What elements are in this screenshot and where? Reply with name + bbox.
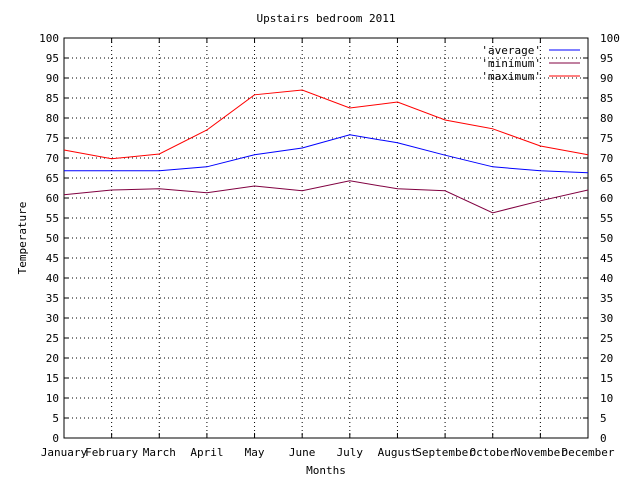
y-tick-label: 40	[46, 272, 59, 285]
series-lines	[63, 89, 589, 214]
x-tick-label: October	[470, 446, 517, 459]
y-tick-label: 60	[46, 192, 59, 205]
x-tick-label: April	[190, 446, 223, 459]
x-tick-label: May	[245, 446, 265, 459]
y-tick-label: 25	[46, 332, 59, 345]
legend: 'average''minimum''maximum'	[481, 44, 580, 83]
y2-tick-label: 60	[600, 192, 613, 205]
y-tick-label: 5	[52, 412, 59, 425]
y-axis-left: 0 5 10 15 20 25 30 35 40 45 50 55 60 65 70 75 80 85 90 95 10…	[39, 32, 69, 445]
chart-title: Upstairs bedroom 2011	[256, 12, 395, 25]
y-tick-label: 50	[46, 232, 59, 245]
plot-area-border	[63, 37, 589, 439]
y-tick-label: 90	[46, 72, 59, 85]
y2-tick-label: 15	[600, 372, 613, 385]
y2-tick-label: 95	[600, 52, 613, 65]
y2-tick-label: 10	[600, 392, 613, 405]
y2-tick-label: 80	[600, 112, 613, 125]
series-line	[64, 134, 589, 174]
y-tick-label: 65	[46, 172, 59, 185]
x-tick-label: March	[143, 446, 176, 459]
y-tick-label: 55	[46, 212, 59, 225]
y-tick-label: 80	[46, 112, 59, 125]
y-tick-label: 30	[46, 312, 59, 325]
y2-tick-label: 100	[600, 32, 620, 45]
x-tick-label: January	[41, 446, 88, 459]
y2-tick-label: 90	[600, 72, 613, 85]
y2-tick-label: 0	[600, 432, 607, 445]
series-line	[63, 89, 589, 160]
y-tick-label: 10	[46, 392, 59, 405]
x-tick-label: November	[514, 446, 567, 459]
y2-tick-label: 65	[600, 172, 613, 185]
y-tick-label: 35	[46, 292, 59, 305]
y2-tick-label: 55	[600, 212, 613, 225]
y2-tick-label: 45	[600, 252, 613, 265]
y2-tick-label: 20	[600, 352, 613, 365]
legend-label: 'maximum'	[481, 70, 541, 83]
y-axis-right: 0 5 10 15 20 25 30 35 40 45 50 55 60 65 70 75 80 85 90 95 10…	[583, 32, 620, 445]
y-tick-label: 100	[39, 32, 59, 45]
y-tick-label: 0	[52, 432, 59, 445]
y-tick-label: 45	[46, 252, 59, 265]
x-tick-label: September	[415, 446, 475, 459]
legend-label: 'average'	[481, 44, 541, 57]
grid-lines	[64, 38, 588, 438]
x-tick-label: July	[337, 446, 364, 459]
series-line	[63, 180, 589, 214]
x-tick-label: June	[289, 446, 316, 459]
y-tick-label: 95	[46, 52, 59, 65]
x-tick-label: December	[562, 446, 615, 459]
y2-tick-label: 75	[600, 132, 613, 145]
y2-tick-label: 40	[600, 272, 613, 285]
legend-label: 'minimum'	[481, 57, 541, 70]
y2-tick-label: 30	[600, 312, 613, 325]
y2-tick-label: 50	[600, 232, 613, 245]
x-tick-label: August	[378, 446, 418, 459]
y2-tick-label: 25	[600, 332, 613, 345]
y-tick-label: 15	[46, 372, 59, 385]
x-axis-label: Months	[306, 464, 346, 477]
y-axis-label: Temperature	[16, 202, 29, 275]
y2-tick-label: 70	[600, 152, 613, 165]
y2-tick-label: 35	[600, 292, 613, 305]
x-tick-label: February	[85, 446, 138, 459]
y2-tick-label: 85	[600, 92, 613, 105]
y-tick-label: 20	[46, 352, 59, 365]
y-tick-label: 85	[46, 92, 59, 105]
y-tick-label: 70	[46, 152, 59, 165]
y-tick-label: 75	[46, 132, 59, 145]
y2-tick-label: 5	[600, 412, 607, 425]
